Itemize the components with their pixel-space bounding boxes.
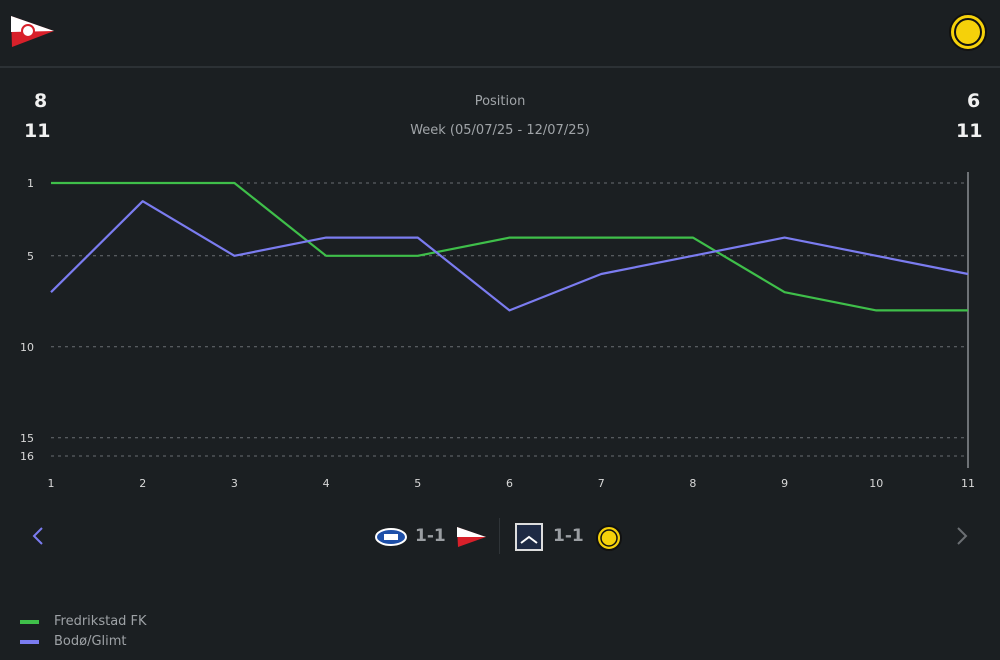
valerenga-logo xyxy=(375,528,407,546)
legend-label-bodo: Bodø/Glimt xyxy=(54,634,127,649)
x-tick-label: 1 xyxy=(48,477,55,490)
x-tick-label: 11 xyxy=(961,477,975,490)
match-score: 1-1 xyxy=(553,526,584,546)
y-tick-label: 1 xyxy=(27,177,34,190)
away-position: 6 xyxy=(967,90,981,112)
x-tick-label: 4 xyxy=(323,477,330,490)
home-week: 11 xyxy=(24,120,51,142)
x-tick-label: 3 xyxy=(231,477,238,490)
match-1[interactable]: 1-1 xyxy=(375,522,487,552)
y-tick-label: 5 xyxy=(27,250,34,263)
x-tick-label: 8 xyxy=(689,477,696,490)
chevron-right-icon xyxy=(957,527,968,545)
legend-swatch-fredrikstad xyxy=(20,620,39,624)
away-week: 11 xyxy=(956,120,983,142)
header-divider xyxy=(0,66,1000,68)
y-tick-label: 15 xyxy=(20,432,34,445)
bodo-glimt-logo-small xyxy=(596,525,622,551)
legend-label-fredrikstad: Fredrikstad FK xyxy=(54,614,147,629)
chart-title: Position xyxy=(474,94,526,109)
legend-swatch-bodo xyxy=(20,640,39,644)
home-position: 8 xyxy=(34,90,48,112)
fredrikstad-logo-small xyxy=(457,527,486,547)
x-tick-label: 10 xyxy=(869,477,883,490)
match-score: 1-1 xyxy=(415,526,446,546)
y-tick-label: 16 xyxy=(20,450,34,463)
fredrikstad-logo xyxy=(11,16,54,47)
match-2[interactable]: 1-1 xyxy=(515,522,627,552)
x-tick-label: 6 xyxy=(506,477,513,490)
y-tick-label: 10 xyxy=(20,341,34,354)
bodo-glimt-logo xyxy=(949,13,987,51)
kbk-logo xyxy=(515,523,543,551)
next-button[interactable] xyxy=(952,524,972,548)
chart-subtitle: Week (05/07/25 - 12/07/25) xyxy=(410,123,590,138)
x-tick-label: 9 xyxy=(781,477,788,490)
series-line-fredrikstad xyxy=(51,181,968,312)
x-tick-label: 5 xyxy=(414,477,421,490)
x-tick-label: 2 xyxy=(139,477,146,490)
prev-button[interactable] xyxy=(28,524,48,548)
match-divider xyxy=(499,518,500,554)
series-line-bodo xyxy=(50,200,969,312)
chevron-left-icon xyxy=(32,527,43,545)
x-tick-label: 7 xyxy=(598,477,605,490)
